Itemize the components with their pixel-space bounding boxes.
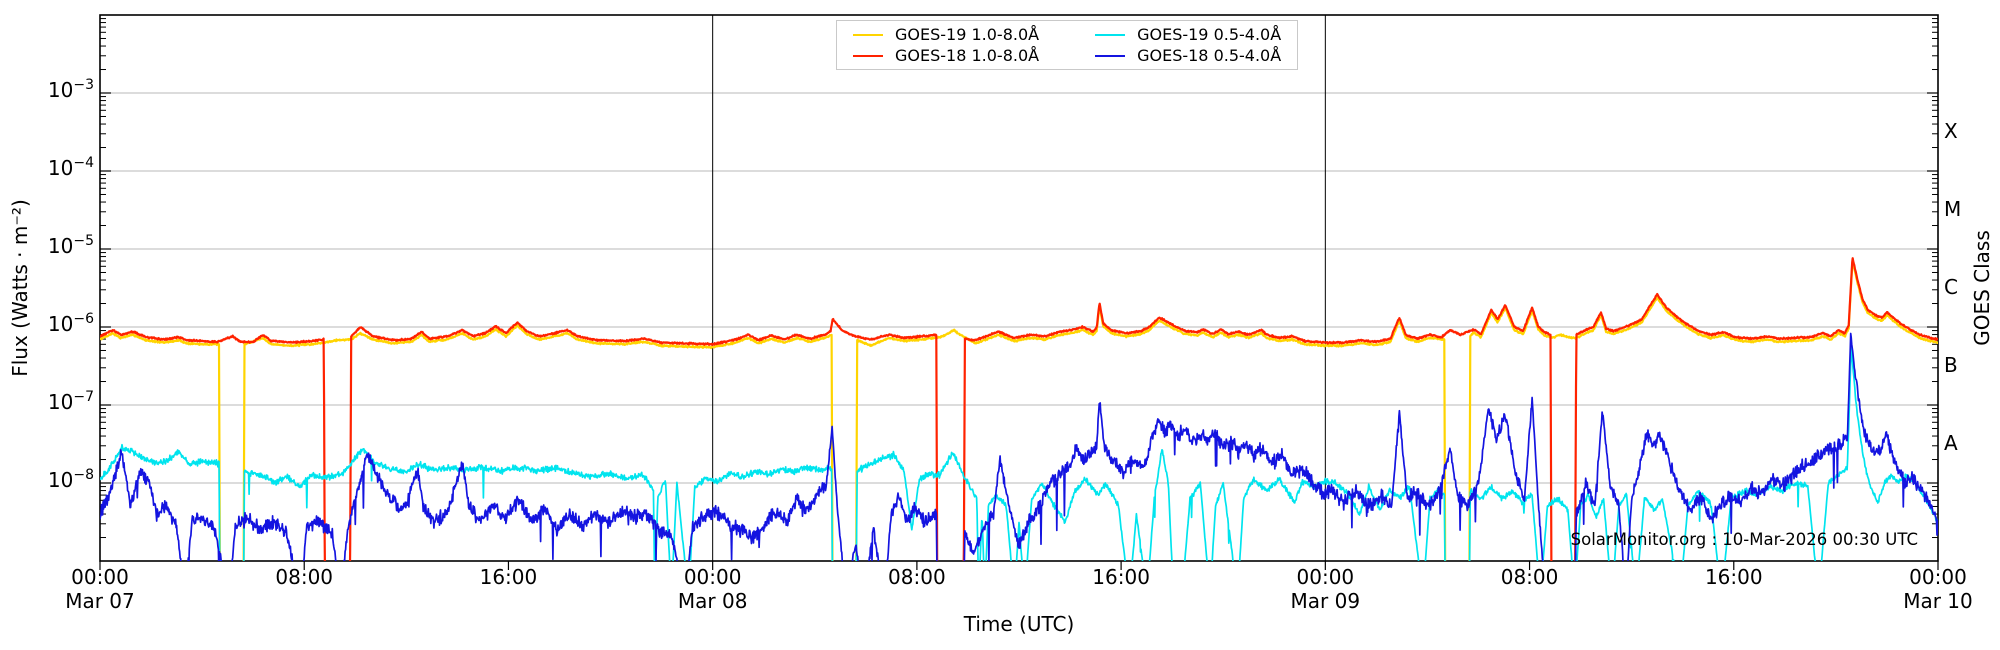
legend-line-swatch xyxy=(1095,54,1126,57)
series-goes18-short-line xyxy=(100,332,1938,561)
legend-line-swatch xyxy=(853,33,883,36)
x-tick-label: 16:00 xyxy=(479,565,538,589)
y-tick-label: 10−6 xyxy=(47,311,94,336)
legend-item: GOES-18 1.0-8.0Å xyxy=(853,46,1039,65)
x-axis-label: Time (UTC) xyxy=(963,612,1075,636)
series-goes19-long-line xyxy=(100,260,1938,561)
x-tick-label: 16:00 xyxy=(1704,565,1763,589)
series-goes19-short-line xyxy=(100,344,1938,561)
series-goes18-long-line xyxy=(100,257,1938,561)
goes-class-label-a: A xyxy=(1944,431,1958,455)
legend-item-label: GOES-18 0.5-4.0Å xyxy=(1137,46,1282,65)
x-tick-label: 08:00 xyxy=(1500,565,1559,589)
goes-class-label-m: M xyxy=(1944,197,1962,221)
legend-item: GOES-19 1.0-8.0Å xyxy=(853,25,1039,44)
x-date-label: Mar 10 xyxy=(1903,589,1973,613)
legend-item-label: GOES-19 1.0-8.0Å xyxy=(895,25,1040,44)
goes-class-label-x: X xyxy=(1944,119,1958,143)
y-tick-label: 10−7 xyxy=(47,389,94,414)
legend-line-swatch xyxy=(1095,33,1126,36)
solarmonitor-timestamp: SolarMonitor.org : 10-Mar-2026 00:30 UTC xyxy=(1570,530,1918,549)
y-tick-label: 10−5 xyxy=(47,233,94,258)
legend: GOES-19 1.0-8.0Å GOES-18 1.0-8.0Å GOES-19 … xyxy=(836,20,1299,70)
goes-class-label-b: B xyxy=(1944,353,1958,377)
y-tick-label: 10−3 xyxy=(47,77,94,102)
y-tick-label: 10−4 xyxy=(47,155,94,180)
x-tick-label: 16:00 xyxy=(1092,565,1150,589)
legend-line-swatch xyxy=(853,54,883,57)
legend-item: GOES-19 0.5-4.0Å xyxy=(1095,25,1281,44)
legend-item: GOES-18 0.5-4.0Å xyxy=(1095,46,1281,65)
legend-item-label: GOES-19 0.5-4.0Å xyxy=(1137,25,1282,44)
plot-border xyxy=(99,14,1939,562)
x-tick-label: 08:00 xyxy=(275,565,334,589)
x-tick-label: 00:00 xyxy=(71,565,129,589)
x-tick-label: 00:00 xyxy=(1296,565,1355,589)
y-tick-label: 10−8 xyxy=(47,467,94,492)
legend-item-label: GOES-18 1.0-8.0Å xyxy=(895,46,1040,65)
x-date-label: Mar 07 xyxy=(65,589,135,613)
x-tick-label: 00:00 xyxy=(1909,565,1967,589)
x-tick-label: 00:00 xyxy=(683,565,742,589)
x-date-label: Mar 09 xyxy=(1290,589,1361,613)
x-date-label: Mar 08 xyxy=(677,589,748,613)
x-tick-label: 08:00 xyxy=(888,565,946,589)
goes-class-label-c: C xyxy=(1944,275,1958,299)
